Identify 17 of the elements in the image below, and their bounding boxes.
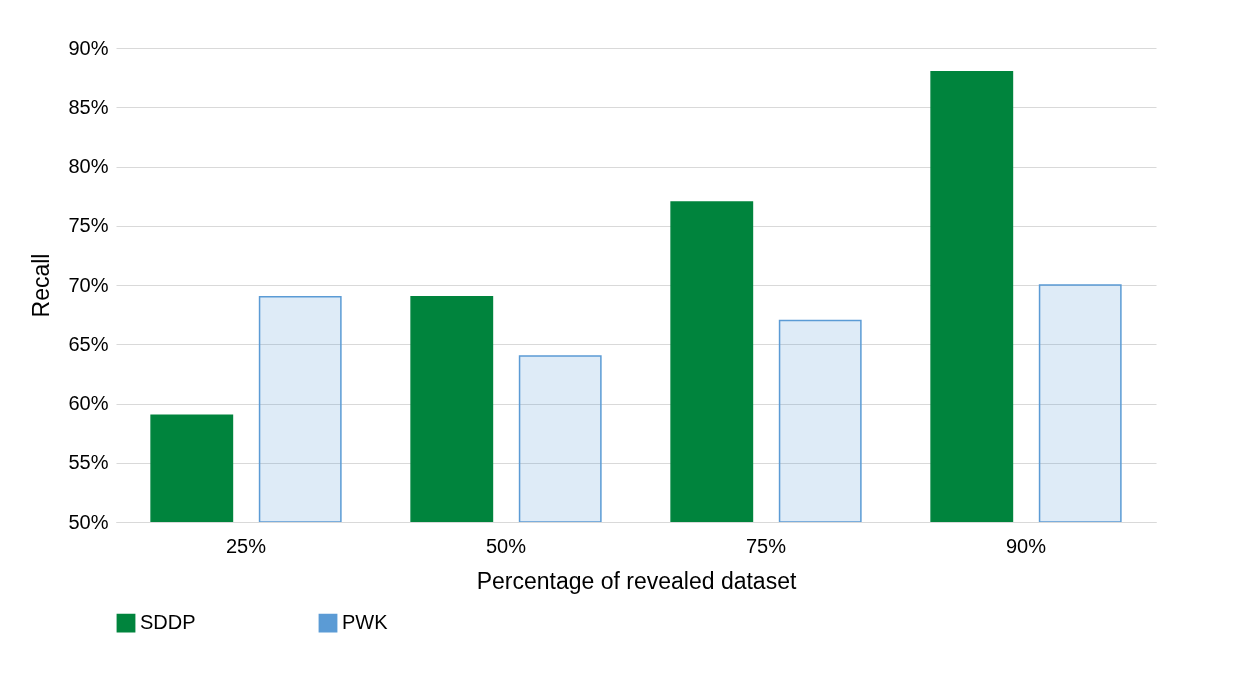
x-tick-label: 25% — [225, 534, 267, 557]
y-tick-label: 80% — [68, 155, 109, 177]
y-tick-label: 65% — [68, 332, 109, 355]
x-axis-title: Percentage of revealed dataset — [476, 567, 797, 594]
y-tick-label: 90% — [68, 36, 109, 59]
legend-label: SDDP — [140, 611, 196, 634]
y-tick-label: 70% — [68, 273, 109, 296]
y-axis-title: Recall — [28, 253, 55, 318]
y-tick-label: 85% — [68, 95, 109, 118]
y-tick-label: 75% — [68, 214, 109, 237]
x-tick-label: 90% — [1005, 534, 1047, 557]
legend-label: PWK — [342, 611, 389, 634]
y-tick-label: 50% — [68, 510, 109, 533]
y-tick-label: 55% — [68, 451, 109, 474]
y-tick-label: 60% — [68, 392, 109, 414]
x-tick-label: 75% — [745, 534, 787, 557]
x-tick-label: 50% — [485, 534, 527, 557]
